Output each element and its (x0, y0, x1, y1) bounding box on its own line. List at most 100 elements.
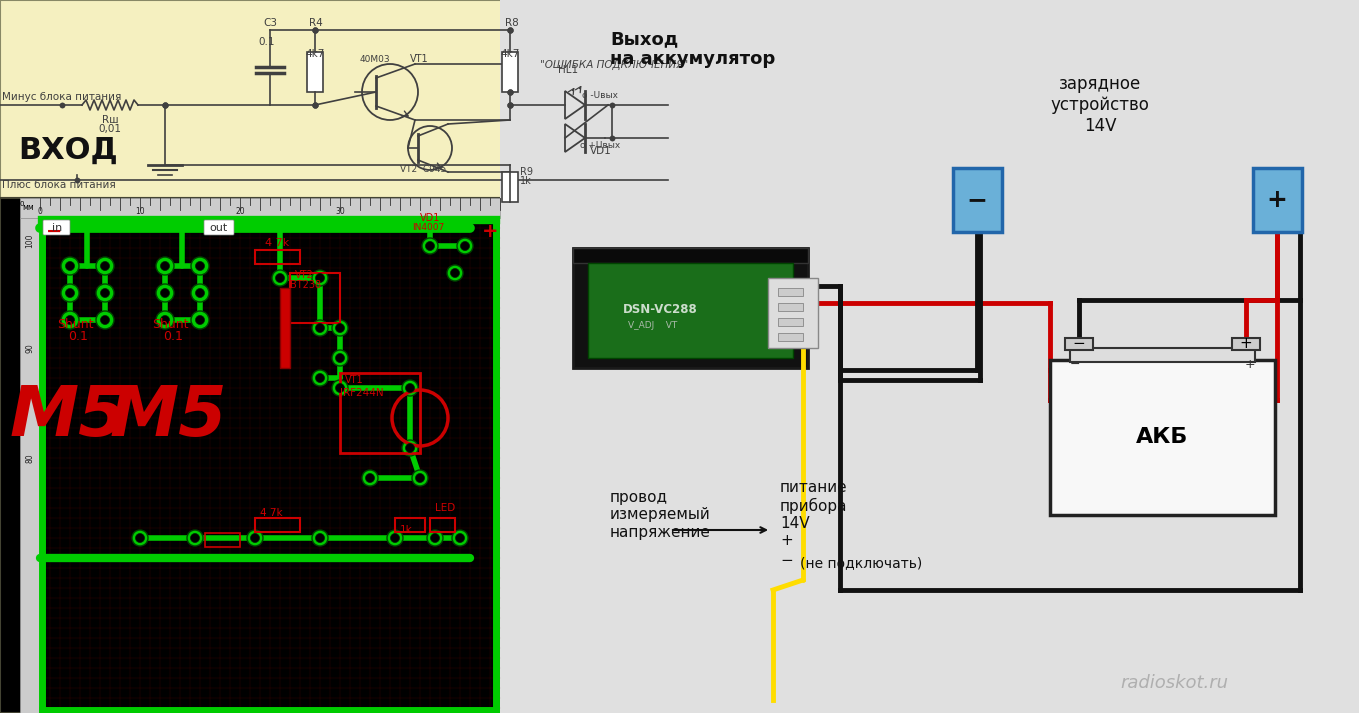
Circle shape (313, 370, 328, 386)
Text: 20: 20 (235, 207, 245, 217)
Text: IRF244N: IRF244N (340, 388, 383, 398)
Text: V_ADJ    VT: V_ADJ VT (628, 321, 677, 330)
Text: −: − (780, 553, 792, 568)
Text: 40М03: 40М03 (360, 55, 390, 64)
Bar (777, 288, 803, 296)
Bar (307, 52, 323, 92)
Text: 4 7k: 4 7k (265, 238, 289, 248)
Circle shape (447, 265, 463, 281)
Bar (1051, 360, 1275, 515)
Circle shape (101, 289, 110, 297)
Bar (255, 250, 300, 264)
Bar (280, 288, 289, 368)
Text: VT1: VT1 (410, 54, 428, 64)
Circle shape (332, 350, 348, 366)
Circle shape (188, 530, 202, 546)
Circle shape (387, 530, 404, 546)
Bar (340, 373, 420, 453)
Text: DSN-VC288: DSN-VC288 (622, 303, 697, 316)
Text: +: + (1245, 358, 1256, 371)
Circle shape (61, 257, 79, 275)
Text: R9: R9 (520, 167, 533, 177)
Text: −: − (1070, 358, 1080, 371)
Bar (768, 278, 818, 348)
Circle shape (315, 533, 325, 543)
Circle shape (160, 262, 170, 270)
Text: HL1: HL1 (559, 65, 578, 75)
Text: VT2: VT2 (295, 270, 314, 280)
Bar (205, 533, 241, 547)
Bar (1065, 338, 1093, 350)
Circle shape (336, 324, 344, 332)
Circle shape (457, 238, 473, 254)
Text: o -Uвых: o -Uвых (582, 91, 618, 100)
Bar (573, 248, 809, 263)
FancyBboxPatch shape (1253, 168, 1302, 232)
Circle shape (196, 315, 204, 324)
Text: (не подключать): (не подключать) (800, 556, 923, 570)
Text: 1k: 1k (400, 525, 413, 535)
Circle shape (156, 257, 174, 275)
Circle shape (336, 384, 344, 392)
Text: 0: 0 (20, 201, 24, 207)
Text: 30: 30 (336, 207, 345, 217)
Text: М5: М5 (10, 383, 126, 450)
Bar (395, 518, 425, 532)
Circle shape (315, 274, 325, 282)
Circle shape (336, 354, 344, 362)
Circle shape (425, 242, 435, 250)
Bar (20, 218, 39, 713)
Circle shape (402, 440, 419, 456)
Circle shape (313, 530, 328, 546)
Circle shape (192, 257, 209, 275)
Text: 0.1: 0.1 (163, 330, 183, 343)
Text: провод
измеряемый
напряжение: провод измеряемый напряжение (610, 490, 711, 540)
Bar (501, 52, 518, 92)
Text: М5: М5 (109, 383, 227, 450)
Circle shape (65, 289, 75, 297)
Circle shape (192, 311, 209, 329)
Circle shape (61, 311, 79, 329)
Circle shape (313, 320, 328, 336)
Text: "ОШИБКА ПОДКЛЮЧЕНИЯ": "ОШИБКА ПОДКЛЮЧЕНИЯ" (540, 60, 688, 70)
Text: radioskot.ru: radioskot.ru (1120, 674, 1229, 692)
Text: R8: R8 (506, 18, 519, 28)
Text: Выход: Выход (610, 30, 678, 48)
Text: C3: C3 (264, 18, 277, 28)
Text: Минус блока питания: Минус блока питания (1, 92, 121, 102)
Circle shape (315, 374, 325, 382)
Bar (0, 198, 500, 713)
Circle shape (250, 533, 260, 543)
Text: 90: 90 (26, 343, 34, 353)
Circle shape (361, 470, 378, 486)
Text: на аккумулятор: на аккумулятор (610, 50, 775, 68)
Text: 0,01: 0,01 (98, 124, 121, 134)
FancyBboxPatch shape (953, 168, 1002, 232)
Circle shape (276, 274, 284, 282)
Text: BT238: BT238 (289, 280, 321, 290)
Bar (1233, 338, 1260, 350)
Circle shape (405, 384, 414, 392)
Text: Плюс блока питания: Плюс блока питания (1, 180, 116, 190)
Text: +: + (1267, 188, 1287, 212)
Circle shape (405, 443, 414, 453)
Circle shape (332, 320, 348, 336)
Circle shape (332, 380, 348, 396)
Text: 80: 80 (26, 453, 34, 463)
Text: −: − (1072, 337, 1086, 352)
Circle shape (455, 533, 465, 543)
Circle shape (190, 533, 200, 543)
Text: o +Uвых: o +Uвых (580, 141, 620, 150)
Bar (1070, 348, 1254, 362)
Circle shape (402, 380, 419, 396)
Circle shape (196, 289, 204, 297)
Text: 4k7: 4k7 (304, 49, 325, 59)
Circle shape (96, 311, 114, 329)
Circle shape (431, 533, 439, 543)
Text: IN4007: IN4007 (412, 223, 444, 232)
Text: VD1: VD1 (590, 146, 612, 156)
Circle shape (461, 242, 469, 250)
Text: 0: 0 (38, 207, 42, 217)
Text: in: in (52, 223, 63, 233)
Text: −: − (966, 188, 988, 212)
